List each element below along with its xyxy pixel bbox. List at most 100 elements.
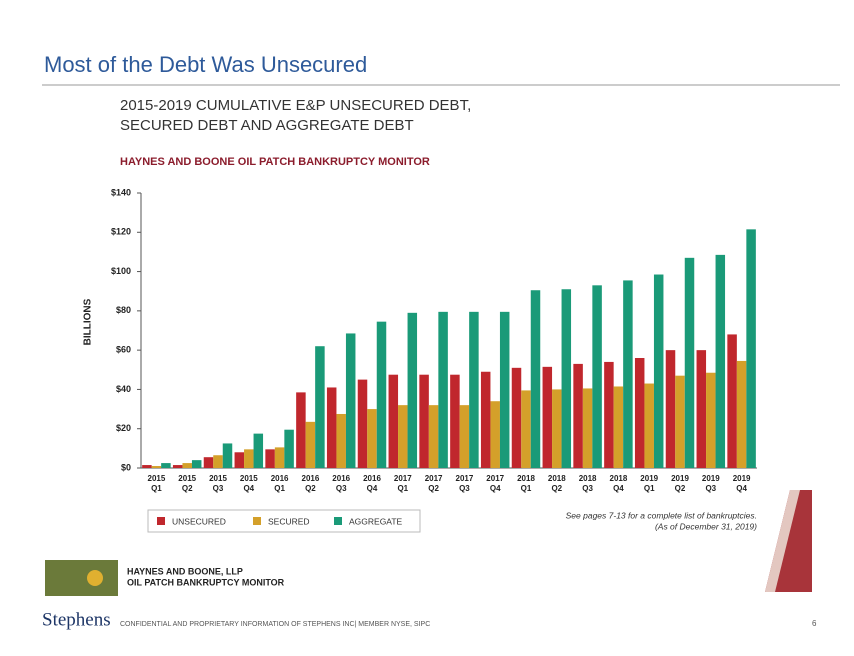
x-tick-label: 2016 [302,474,320,483]
x-tick-label: Q2 [675,484,686,493]
bar [634,358,645,468]
x-tick-label: Q3 [459,484,470,493]
x-tick-label: 2019 [640,474,658,483]
page-number: 6 [812,619,817,628]
bar [161,463,171,468]
x-tick-label: Q1 [644,484,655,493]
chart-title: 2015-2019 CUMULATIVE E&P UNSECURED DEBT, [120,97,471,114]
note: See pages 7-13 for a complete list of ba… [566,510,757,520]
legend-label: SECURED [268,516,310,526]
x-tick-label: 2017 [486,474,504,483]
bar [222,443,233,468]
bar [521,390,531,468]
x-tick-label: Q4 [490,484,501,493]
x-tick-label: Q2 [305,484,316,493]
bar [191,460,202,468]
y-tick-label: $40 [116,384,131,394]
x-tick-label: Q4 [367,484,378,493]
legend-label: AGGREGATE [349,516,403,526]
x-tick-label: 2016 [332,474,350,483]
x-tick-label: Q3 [213,484,224,493]
x-tick-label: Q1 [274,484,285,493]
legend-swatch [157,517,165,525]
bar [326,387,337,468]
bar [696,350,707,468]
bar [182,463,192,468]
x-tick-label: Q4 [243,484,254,493]
x-tick-label: Q2 [182,484,193,493]
bar [234,452,245,468]
x-tick-label: Q1 [521,484,532,493]
bar [367,409,377,468]
source: OIL PATCH BANKRUPTCY MONITOR [127,577,285,587]
bar [653,274,664,468]
bar [253,433,264,468]
y-tick-label: $0 [121,462,131,472]
x-tick-label: Q2 [551,484,562,493]
bar [727,334,737,468]
bar [552,389,562,468]
y-tick-label: $100 [111,266,131,276]
bar [623,280,633,468]
y-tick-label: $60 [116,345,131,355]
bar [469,311,479,468]
x-tick-label: 2018 [610,474,628,483]
page-title: Most of the Debt Was Unsecured [44,52,367,77]
y-tick-label: $120 [111,227,131,237]
chart-subtitle: HAYNES AND BOONE OIL PATCH BANKRUPTCY MO… [120,156,430,168]
x-tick-label: Q4 [613,484,624,493]
x-tick-label: 2019 [671,474,689,483]
bar [644,383,654,468]
x-tick-label: 2018 [548,474,566,483]
x-tick-label: 2016 [271,474,289,483]
bar [706,372,716,468]
bar [459,405,470,468]
bar [450,374,460,468]
y-tick-label: $140 [111,187,131,197]
bar [613,386,624,468]
logo [45,560,118,596]
bar [675,375,685,468]
decoration [765,490,800,592]
y-tick-label: $20 [116,423,131,433]
bar [407,312,418,468]
bar [582,388,593,468]
bar [376,321,387,468]
bar [305,421,316,468]
bar [151,466,162,468]
x-tick-label: 2019 [733,474,751,483]
bar [592,285,602,468]
bar [345,333,356,468]
bar [315,346,325,468]
bar [715,254,726,468]
x-tick-label: 2015 [209,474,227,483]
chart-title: SECURED DEBT AND AGGREGATE DEBT [120,117,414,134]
x-tick-label: 2015 [240,474,258,483]
brand: Stephens [42,609,111,630]
bar [398,405,408,468]
logo [87,570,103,586]
x-tick-label: 2017 [394,474,412,483]
y-tick-label: $80 [116,305,131,315]
bar [203,457,214,468]
x-tick-label: 2017 [425,474,443,483]
bar [511,367,522,468]
bar [530,290,541,468]
x-tick-label: 2015 [178,474,196,483]
legend-swatch [334,517,342,525]
bar [542,366,553,468]
bar [684,257,695,468]
bar [388,374,399,468]
x-tick-label: 2017 [456,474,474,483]
bar [665,350,676,468]
bar [746,229,756,468]
x-tick-label: 2019 [702,474,720,483]
source: HAYNES AND BOONE, LLP [127,566,243,576]
x-tick-label: 2016 [363,474,381,483]
x-tick-label: 2018 [517,474,535,483]
bar [561,289,572,468]
x-tick-label: 2018 [579,474,597,483]
bar [490,401,500,468]
bar [265,449,275,468]
